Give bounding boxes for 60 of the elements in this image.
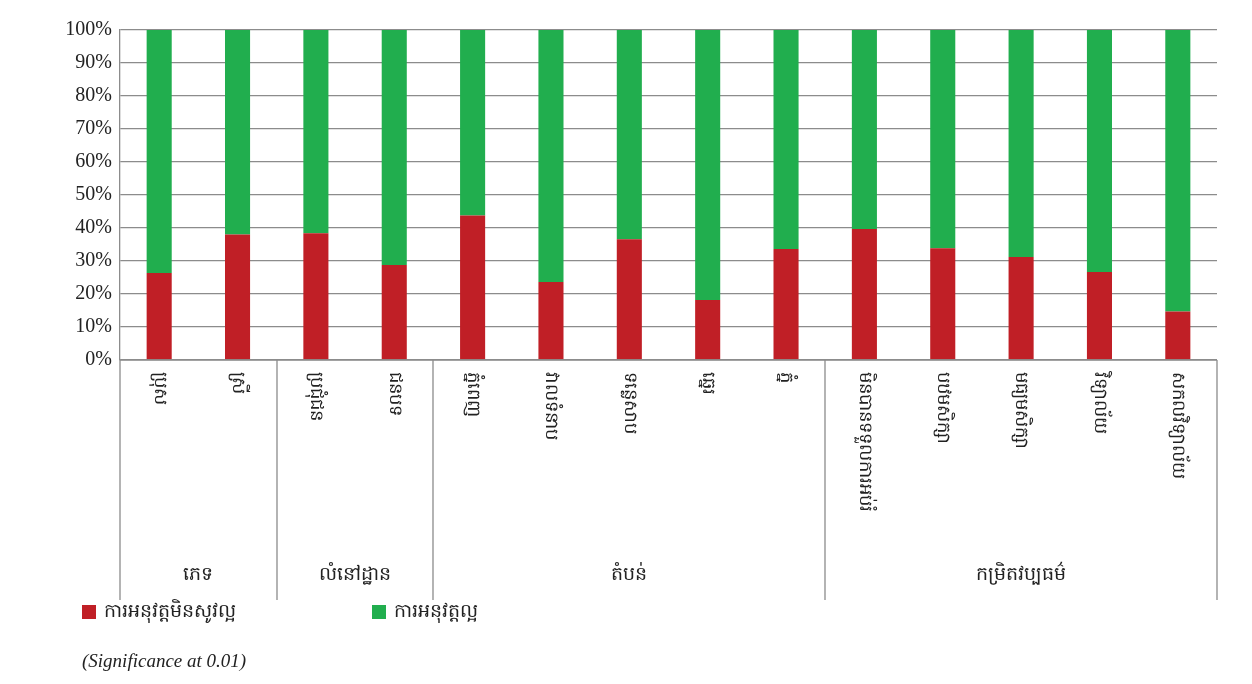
x-tick-label: ប្រជុំជន <box>305 372 330 421</box>
y-tick-label: 10% <box>75 314 112 337</box>
bar <box>1165 311 1191 360</box>
bar <box>381 30 407 265</box>
bar <box>1086 30 1112 272</box>
text: ភេទ <box>183 561 214 584</box>
bar <box>146 272 172 360</box>
bar <box>225 234 251 360</box>
y-tick-label: 40% <box>75 215 112 238</box>
text: លំនៅដ្ឋាន <box>319 560 392 585</box>
x-tick-label: វាលទំនាប <box>542 372 565 440</box>
y-tick-label: 90% <box>75 50 112 73</box>
y-tick-label: 70% <box>75 116 112 139</box>
x-tick-label: ភ្នំ <box>776 372 800 383</box>
x-tick-label: ជនបទ <box>385 372 407 416</box>
x-tick-label: ភ្នំពេញ <box>462 372 486 417</box>
text: កម្រិតវប្បធម៌ <box>976 560 1067 585</box>
text: តំបន់ <box>611 560 648 584</box>
bar <box>1165 30 1191 312</box>
bar <box>303 233 329 360</box>
bar <box>851 228 877 360</box>
x-tick-label: បឋមសិក្សា <box>933 372 957 444</box>
bar <box>930 30 956 249</box>
bar <box>381 264 407 360</box>
bar <box>1008 30 1034 258</box>
legend-label: ការអនុវត្តមិនសូវល្អ <box>104 598 236 625</box>
bar <box>773 249 799 360</box>
legend-label: ការអនុវត្តល្អ <box>394 598 478 625</box>
x-tick-label: ស្រី <box>227 372 251 394</box>
y-tick-label: 20% <box>75 281 112 304</box>
bar <box>225 30 251 235</box>
x-tick-label: ឆ្នេរ <box>698 372 721 395</box>
bar <box>616 239 642 360</box>
y-tick-label: 0% <box>85 347 112 370</box>
bar <box>146 30 172 273</box>
bar <box>851 30 877 229</box>
bar <box>460 215 486 360</box>
bar <box>773 30 799 250</box>
y-tick-label: 60% <box>75 149 112 172</box>
x-tick-label: វិទ្យាល័យ <box>1089 371 1113 434</box>
x-tick-label: មធ្យមសិក្សា <box>1011 372 1035 449</box>
bar <box>695 299 721 360</box>
bar <box>616 30 642 240</box>
x-tick-label: ទន្លេសាប <box>619 372 642 434</box>
bar <box>1086 271 1112 360</box>
y-tick-label: 80% <box>75 83 112 106</box>
bar <box>538 30 564 283</box>
y-tick-label: 100% <box>65 17 112 40</box>
bar <box>460 30 486 216</box>
x-tick-label: មិនបានទទួលការអប់រំ <box>853 372 878 512</box>
bar <box>930 248 956 360</box>
x-tick-label: សកលវិទ្យាល័យ <box>1168 372 1192 479</box>
x-tick-label: ប្រុស <box>148 372 172 405</box>
bar <box>538 282 564 360</box>
y-tick-label: 50% <box>75 182 112 205</box>
bar <box>1008 257 1034 360</box>
y-tick-label: 30% <box>75 248 112 271</box>
bar <box>695 30 721 300</box>
text: (Significance at 0.01) <box>82 650 247 672</box>
bar <box>303 30 329 234</box>
